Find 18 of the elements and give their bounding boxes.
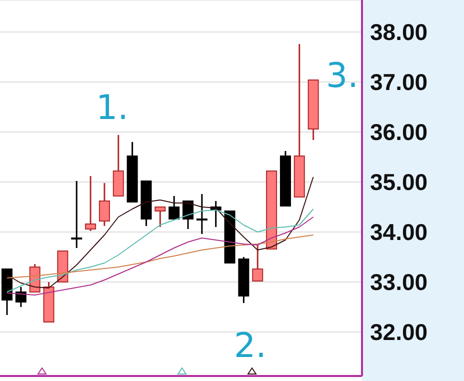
- candlestick: [196, 193, 208, 235]
- y-tick-label: 37.00: [370, 69, 428, 96]
- y-tick-label: 35.00: [370, 169, 428, 196]
- annotation: 3.: [326, 56, 358, 96]
- y-tick-label: 38.00: [370, 19, 428, 46]
- y-tick-label: 34.00: [370, 219, 428, 246]
- candlestick: [168, 195, 180, 220]
- annotation: 1.: [96, 88, 128, 128]
- annotation: 2.: [234, 326, 266, 366]
- y-tick-label: 33.00: [370, 269, 428, 296]
- candlestick: [15, 286, 26, 308]
- candlestick: [98, 182, 110, 227]
- candlestick: [85, 175, 96, 232]
- candlestick: [252, 244, 264, 282]
- y-tick-label: 32.00: [370, 319, 428, 346]
- y-tick-label: 36.00: [370, 119, 428, 146]
- candlestick: [71, 180, 82, 249]
- candlestick: [154, 206, 166, 228]
